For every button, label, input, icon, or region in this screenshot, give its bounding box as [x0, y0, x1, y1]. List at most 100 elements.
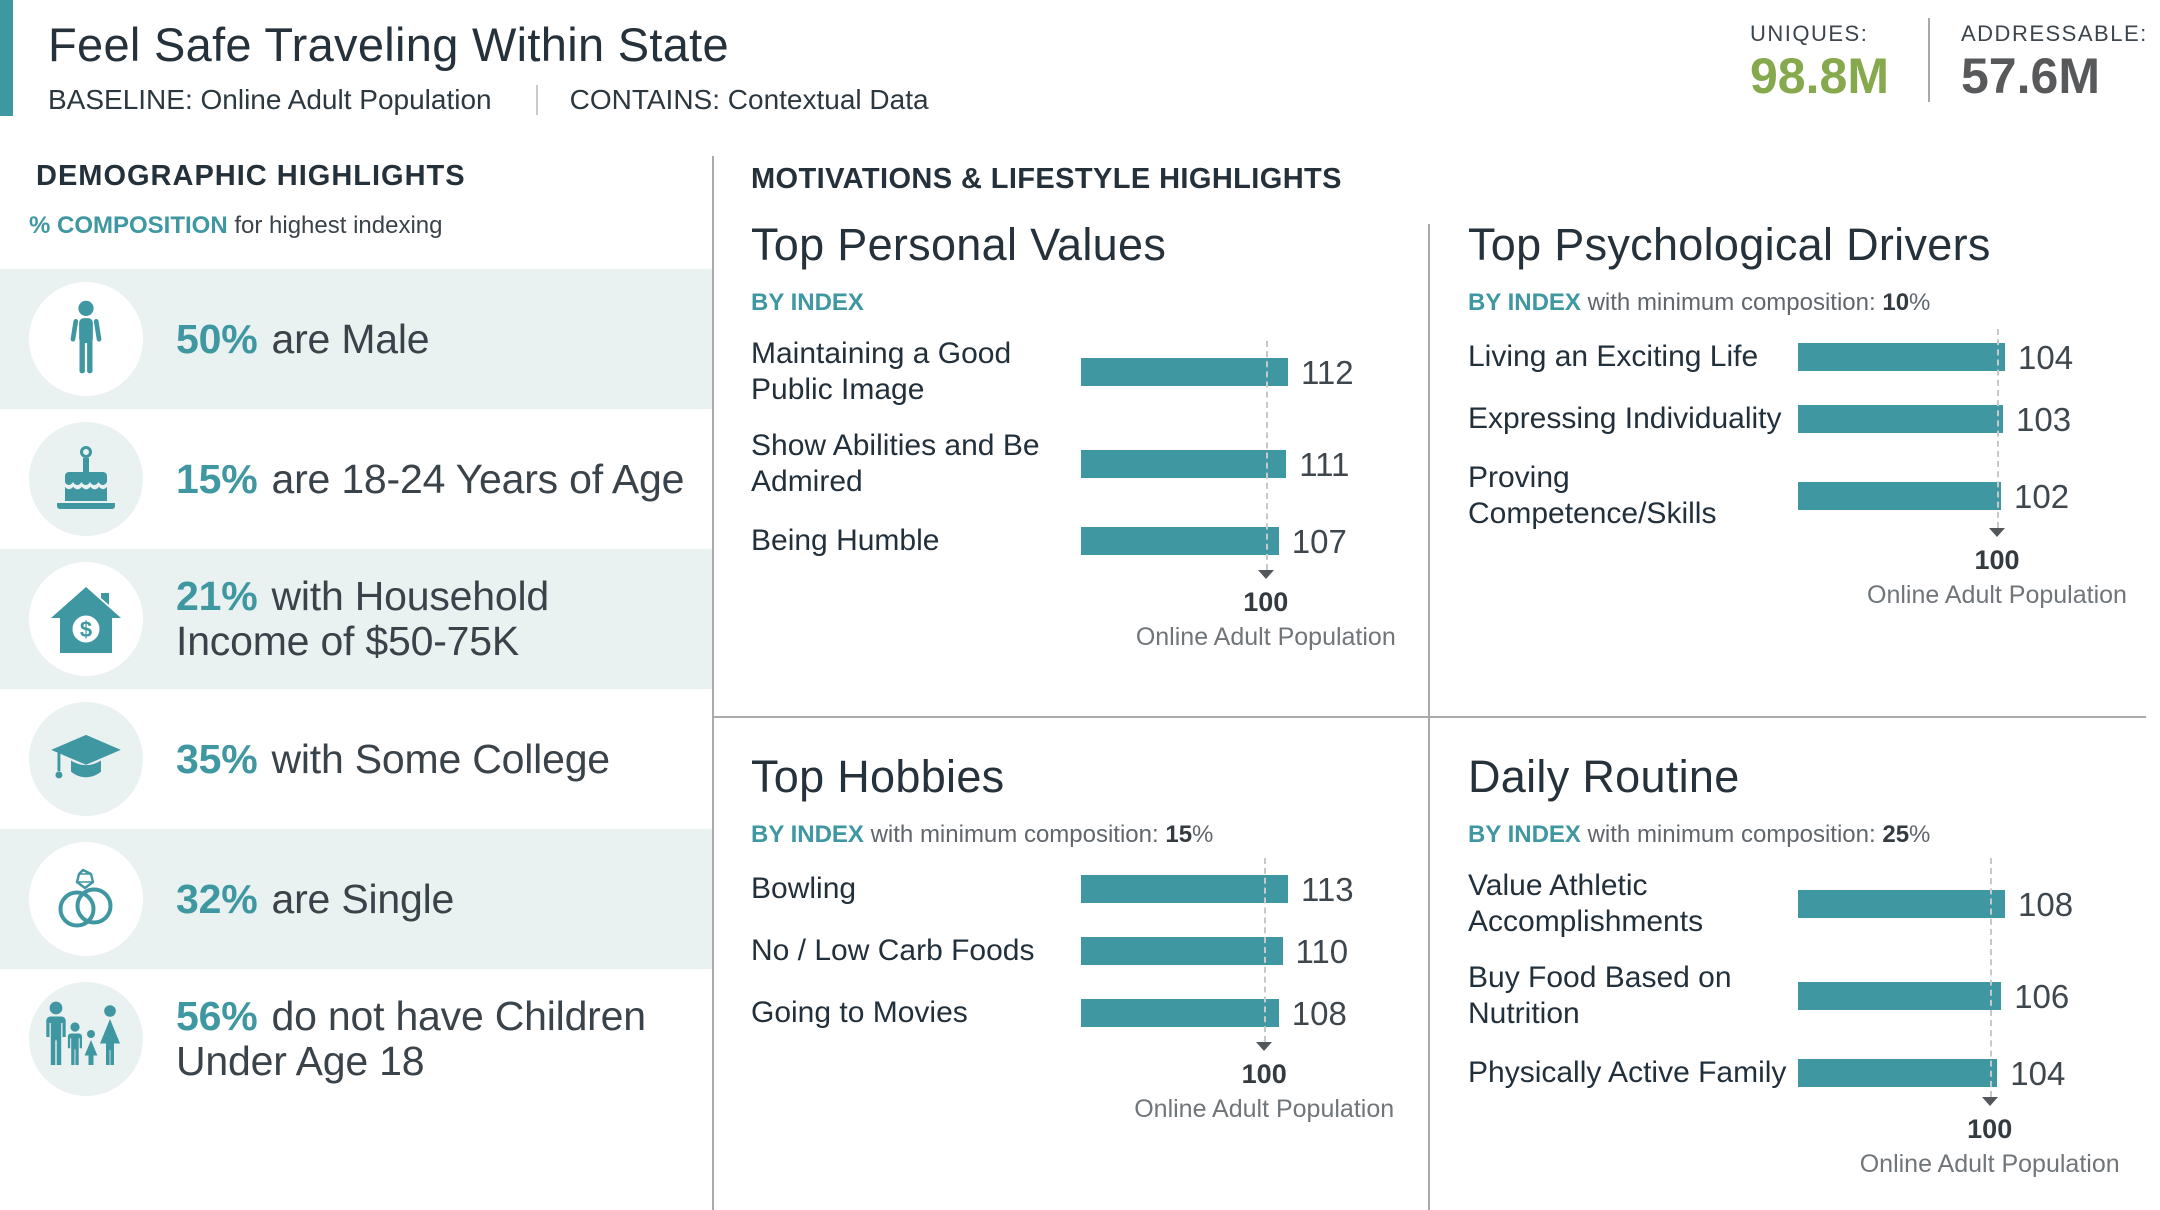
chart-bar-label: Show Abilities and Be Admired — [751, 429, 1040, 498]
chart-row: Show Abilities and Be Admired 111 — [751, 418, 1423, 510]
demo-row-male: 50% are Male — [0, 269, 712, 409]
chart-row: Physically Active Family 104 — [1468, 1042, 2140, 1104]
chart-bar — [1081, 875, 1288, 903]
min-comp-value: 10 — [1882, 289, 1910, 316]
chart-row: Bowling 113 — [751, 858, 1423, 920]
reference-value: 100 — [1974, 545, 2020, 575]
reference-line — [1264, 858, 1267, 1042]
chart-bar-value: 104 — [2010, 1054, 2066, 1092]
reference-value: 100 — [1967, 1114, 2013, 1144]
arrow-down-icon — [1981, 1097, 1998, 1106]
quadrant-title: Top Hobbies — [751, 751, 1005, 802]
svg-text:$: $ — [80, 617, 92, 642]
quadrant-meta: BY INDEX with minimum composition: 25% — [1468, 820, 1930, 850]
house-income-icon: $ — [29, 562, 143, 676]
chart-bar — [1081, 999, 1279, 1027]
corner-accent-bar — [0, 0, 13, 116]
reference-value: 100 — [1241, 1059, 1287, 1089]
min-comp-text: with minimum composition: — [1580, 289, 1883, 316]
chart-bar-value: 102 — [2014, 477, 2070, 515]
chart-row: Going to Movies 108 — [751, 982, 1423, 1044]
by-index-label: BY INDEX — [751, 821, 864, 848]
chart-bar — [1081, 358, 1288, 386]
uniques-stat: UNIQUES: 98.8M — [1750, 20, 1889, 102]
demo-row-text: 32% are Single — [176, 829, 712, 969]
chart-bar — [1081, 937, 1283, 965]
chart-bar-label: Being Humble — [751, 524, 940, 557]
demo-row-text: 35% with Some College — [176, 689, 712, 829]
by-index-label: BY INDEX — [1468, 821, 1581, 848]
bar-chart: Living an Exciting Life 104 Expressing Ind… — [1468, 326, 2140, 609]
chart-bar-value: 112 — [1301, 353, 1354, 391]
chart-bar-label: Living an Exciting Life — [1468, 340, 1759, 373]
demo-row-label: do not have Children Under Age 18 — [176, 993, 646, 1084]
chart-row: Living an Exciting Life 104 — [1468, 326, 2140, 388]
chart-bar-value: 110 — [1295, 932, 1349, 970]
demo-row-label: are 18-24 Years of Age — [271, 455, 685, 502]
reference-label: Online Adult Population — [1859, 1150, 2120, 1178]
demo-row-text: 21% with Household Income of $50-75K — [176, 549, 712, 689]
demographic-rows: 50% are Male 15% are 18-24 Years of Age — [0, 269, 712, 1109]
arrow-down-icon — [1989, 528, 2005, 537]
chart-row: Value Athletic Accomplishments 108 — [1468, 858, 2140, 950]
quadrant-title: Daily Routine — [1468, 751, 1740, 802]
male-icon — [29, 282, 143, 396]
contains-text: CONTAINS: Contextual Data — [569, 84, 929, 115]
reference-marker: 100 Online Adult Population — [1084, 1042, 1444, 1124]
reference-label: Online Adult Population — [1134, 1095, 1395, 1123]
chart-row: Maintaining a Good Public Image 112 — [751, 326, 1423, 418]
motivations-heading: MOTIVATIONS & LIFESTYLE HIGHLIGHTS — [751, 163, 1342, 195]
reference-value: 100 — [1243, 587, 1289, 617]
panel-divider-horizontal — [712, 716, 2146, 718]
chart-bar-value: 111 — [1299, 445, 1350, 483]
arrow-down-icon — [1257, 570, 1274, 579]
bar-chart: Value Athletic Accomplishments 108 Buy Foo… — [1468, 858, 2140, 1178]
header-stats: UNIQUES: 98.8M ADDRESSABLE: 57.6M — [0, 0, 2160, 120]
chart-bar — [1081, 450, 1287, 478]
addressable-value: 57.6M — [1961, 48, 2100, 104]
report-baseline-row: BASELINE: Online Adult Population CONTAI… — [48, 82, 929, 118]
demo-row-label: are Male — [271, 315, 430, 362]
chart-bar-label: Proving Competence/Skills — [1468, 461, 1717, 530]
demo-row-value: 56% — [176, 993, 258, 1039]
birthday-cake-icon — [29, 422, 143, 536]
demographics-heading: DEMOGRAPHIC HIGHLIGHTS — [36, 160, 466, 192]
demo-row-education: 35% with Some College — [0, 689, 712, 829]
demo-row-value: 21% — [176, 573, 258, 619]
by-index-label: BY INDEX — [751, 289, 864, 316]
reference-line — [1265, 341, 1268, 570]
min-comp-pct: % — [1192, 821, 1214, 848]
chart-bar — [1081, 527, 1279, 555]
chart-bar-value: 104 — [2018, 338, 2074, 376]
demo-row-income: $ 21% with Household Income of $50-75K — [0, 549, 712, 689]
demo-row-value: 35% — [176, 735, 258, 782]
quadrant-title: Top Personal Values — [751, 219, 1167, 270]
chart-bar-value: 103 — [2016, 400, 2072, 438]
chart-bar-label: Value Athletic Accomplishments — [1468, 869, 1704, 938]
chart-bar — [1798, 405, 2003, 433]
chart-bar — [1798, 890, 2005, 918]
chart-bar-value: 113 — [1301, 870, 1354, 908]
chart-bar-value: 108 — [1291, 994, 1347, 1032]
uniques-label: UNIQUES: — [1750, 21, 1869, 46]
composition-label-rest: for highest indexing — [227, 212, 443, 239]
quadrant-meta: BY INDEX — [751, 288, 864, 318]
chart-bar — [1798, 482, 2001, 510]
demo-row-label: with Some College — [271, 735, 610, 782]
chart-bar-label: Physically Active Family — [1468, 1056, 1787, 1089]
chart-bar — [1798, 343, 2005, 371]
bar-chart: Maintaining a Good Public Image 112 Show A… — [751, 326, 1423, 651]
reference-marker: 100 Online Adult Population — [1817, 528, 2160, 610]
chart-bar-label: Expressing Individuality — [1468, 402, 1782, 435]
chart-row: Being Humble 107 — [751, 510, 1423, 572]
page-title: Feel Safe Traveling Within State — [48, 18, 729, 71]
chart-bar-value: 108 — [2018, 885, 2074, 923]
demo-row-age: 15% are 18-24 Years of Age — [0, 409, 712, 549]
quadrant-meta: BY INDEX with minimum composition: 10% — [1468, 288, 1930, 318]
min-comp-pct: % — [1909, 289, 1931, 316]
min-comp-text: with minimum composition: — [1580, 821, 1883, 848]
chart-bar-label: Maintaining a Good Public Image — [751, 337, 1012, 406]
demo-row-text: 50% are Male — [176, 269, 712, 409]
chart-bar — [1798, 982, 2002, 1010]
